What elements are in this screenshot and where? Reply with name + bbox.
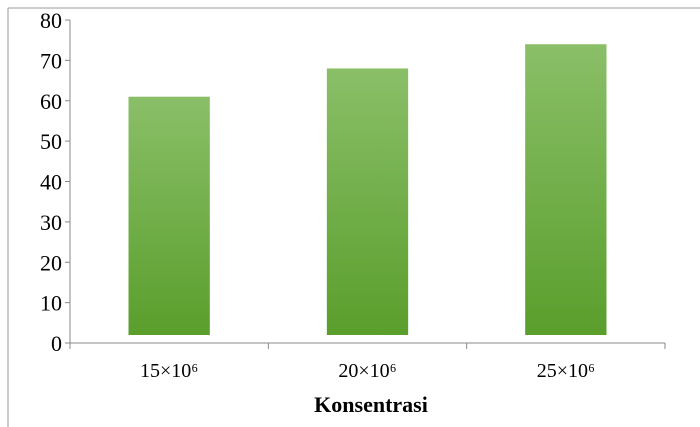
y-tick-label: 70: [40, 48, 62, 73]
y-tick-label: 30: [40, 210, 62, 235]
y-axis: 0 10 20 30 40 50 60 70 80: [40, 8, 71, 356]
x-category-label: 20×10⁶: [338, 360, 396, 382]
y-tick-label: 0: [51, 331, 62, 356]
bar-1: [128, 96, 210, 336]
bars: [128, 44, 607, 336]
x-category-label: 25×10⁶: [537, 360, 595, 382]
x-axis: [69, 342, 666, 349]
y-tick-label: 10: [40, 291, 62, 316]
y-tick-label: 20: [40, 250, 62, 275]
x-axis-title: Konsentrasi: [314, 392, 428, 417]
category-labels: 15×10⁶ 20×10⁶ 25×10⁶: [140, 360, 595, 382]
y-tick-label: 60: [40, 89, 62, 114]
x-category-label: 15×10⁶: [140, 360, 198, 382]
bar-3: [525, 44, 607, 335]
y-tick-label: 40: [40, 170, 62, 195]
y-tick-label: 50: [40, 129, 62, 154]
bar-2: [326, 68, 409, 335]
y-tick-label: 80: [40, 8, 62, 33]
